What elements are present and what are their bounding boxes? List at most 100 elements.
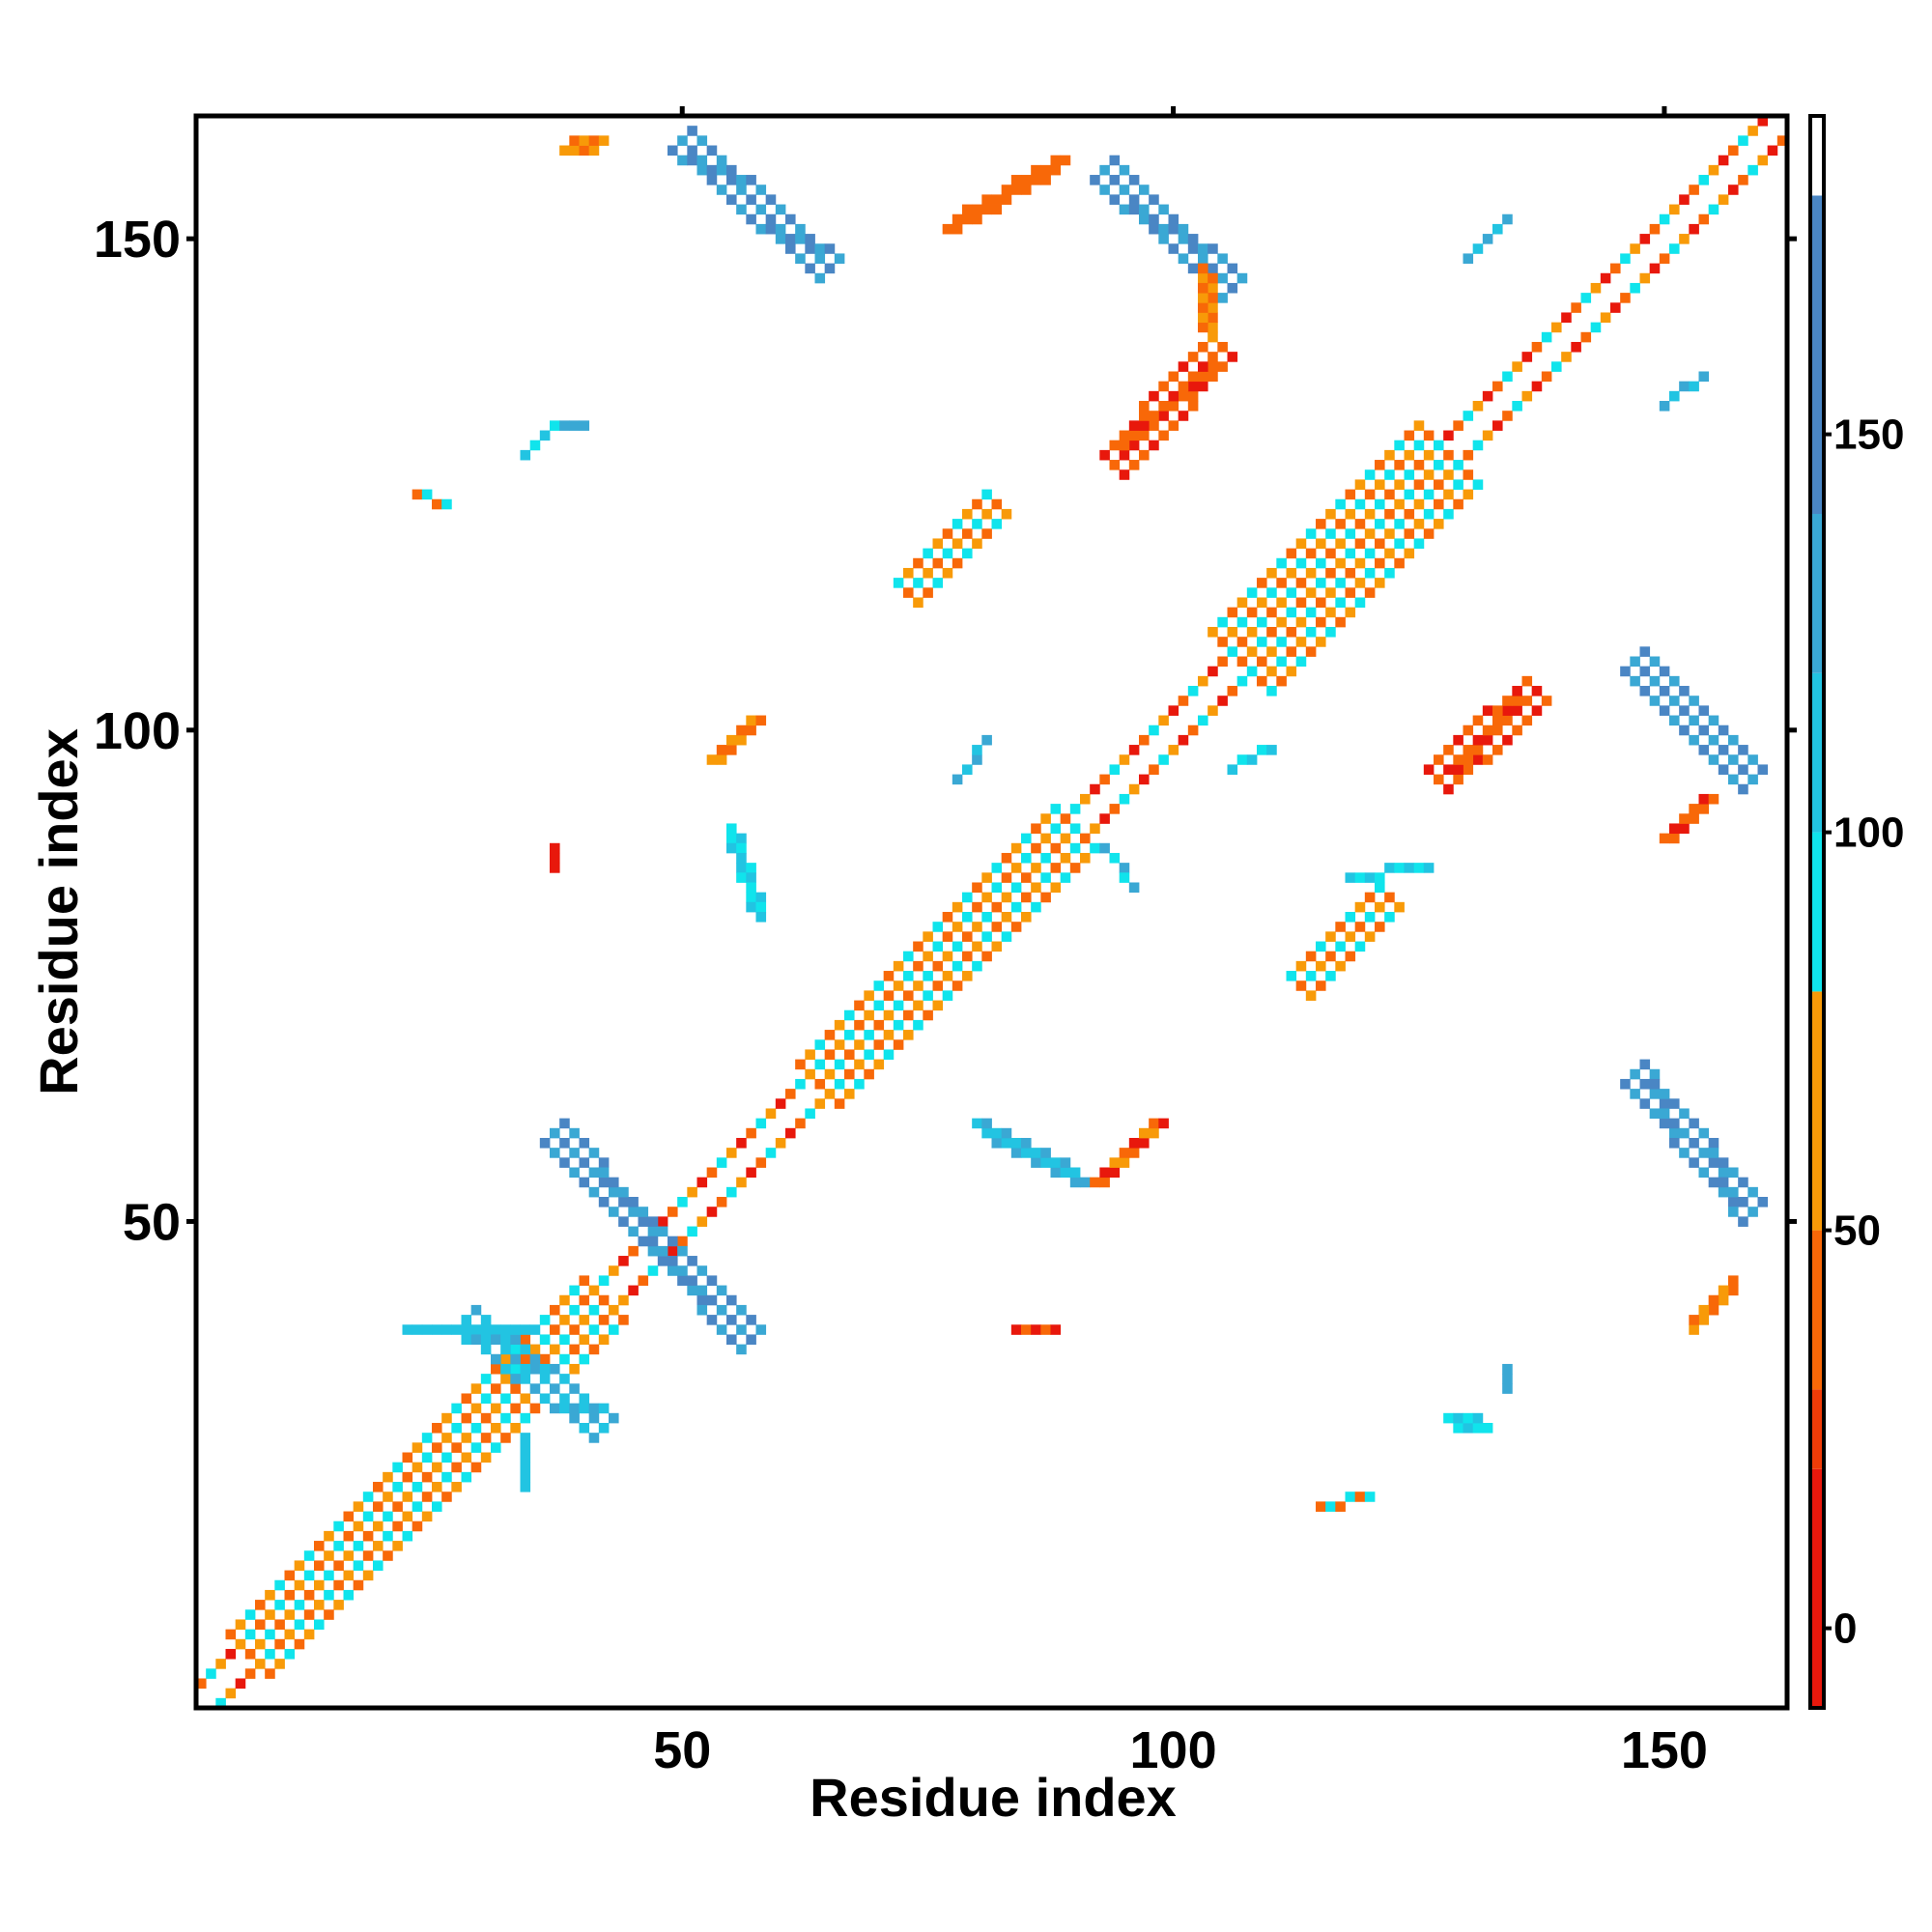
heatmap-cell (1040, 1157, 1051, 1168)
heatmap-cell (1443, 745, 1454, 755)
heatmap-cell (1423, 489, 1435, 500)
heatmap-cell (1434, 460, 1444, 470)
heatmap-cell (225, 1648, 237, 1660)
heatmap-cell (206, 1668, 216, 1679)
heatmap-cell (1659, 833, 1670, 844)
heatmap-cell (1453, 420, 1463, 431)
heatmap-cell (1580, 331, 1592, 343)
heatmap-cell (303, 1570, 315, 1581)
heatmap-cell (353, 1501, 364, 1512)
heatmap-cell (1345, 1492, 1356, 1502)
heatmap-cell (1178, 390, 1189, 402)
heatmap-cell (1345, 587, 1356, 598)
heatmap-cell (1295, 578, 1307, 588)
heatmap-cell (932, 578, 944, 588)
heatmap-cell (1757, 764, 1769, 775)
heatmap-cell (1208, 272, 1218, 284)
heatmap-cell (324, 1609, 334, 1620)
heatmap-cell (981, 931, 992, 942)
heatmap-cell (1364, 469, 1376, 480)
heatmap-cell (1187, 352, 1199, 362)
heatmap-cell (1354, 1492, 1366, 1502)
heatmap-cell (814, 272, 826, 284)
heatmap-cell (609, 1186, 619, 1198)
heatmap-cell (1364, 508, 1376, 520)
heatmap-cell (480, 1324, 492, 1335)
heatmap-cell (1316, 519, 1326, 529)
heatmap-cell (1069, 1167, 1081, 1179)
heatmap-cell (1119, 440, 1130, 451)
heatmap-cell (1286, 666, 1297, 677)
heatmap-cell (1718, 1294, 1729, 1306)
heatmap-cell (588, 145, 600, 156)
heatmap-cell (1316, 637, 1326, 647)
heatmap-cell (1246, 607, 1258, 618)
heatmap-cell (579, 1157, 590, 1168)
heatmap-cell (559, 1315, 570, 1325)
heatmap-cell (244, 1668, 256, 1679)
heatmap-cell (1482, 390, 1493, 402)
heatmap-cell (1541, 696, 1552, 706)
heatmap-cell (500, 1334, 511, 1345)
heatmap-cell (470, 1383, 482, 1394)
heatmap-cell (1413, 440, 1425, 451)
heatmap-cell (569, 1167, 580, 1179)
heatmap-cell (1472, 745, 1484, 755)
heatmap-cell (1246, 646, 1258, 657)
heatmap-cell (1639, 646, 1651, 657)
heatmap-cell (1295, 616, 1307, 628)
heatmap-cell (726, 175, 737, 185)
heatmap-cell (1698, 724, 1710, 736)
heatmap-cell (1168, 401, 1179, 412)
heatmap-cells (196, 116, 1788, 1709)
heatmap-cell (696, 1216, 708, 1227)
heatmap-cell (284, 1648, 296, 1660)
heatmap-cell (1413, 479, 1425, 490)
heatmap-cell (1757, 116, 1769, 127)
heatmap-cell (588, 1324, 600, 1335)
heatmap-cell (1354, 519, 1366, 529)
heatmap-cell (1316, 597, 1326, 609)
heatmap-cell (864, 1030, 874, 1040)
heatmap-cell (1187, 371, 1199, 383)
heatmap-cell (1031, 1324, 1041, 1335)
heatmap-cell (1139, 774, 1150, 785)
heatmap-cell (1295, 597, 1307, 609)
heatmap-cell (1738, 745, 1748, 755)
heatmap-cell (942, 528, 953, 539)
heatmap-cell (1168, 390, 1179, 402)
heatmap-cell (1708, 204, 1719, 215)
heatmap-cell (1423, 528, 1435, 539)
heatmap-cell (1060, 872, 1071, 883)
colorbar: 0 50 100 150 (1808, 114, 1904, 1710)
heatmap-cell (706, 1167, 718, 1179)
heatmap-cell (1286, 567, 1297, 579)
heatmap-cell (746, 175, 756, 185)
heatmap-cell (1217, 293, 1228, 303)
heatmap-cell (628, 1285, 639, 1296)
heatmap-cell (668, 145, 678, 156)
heatmap-cell (1050, 882, 1062, 894)
heatmap-cell (1325, 528, 1336, 539)
heatmap-cell (1434, 754, 1444, 765)
heatmap-cell (1404, 449, 1415, 461)
heatmap-cell (1610, 302, 1621, 313)
heatmap-cell (716, 1304, 727, 1316)
heatmap-cell (706, 754, 718, 765)
heatmap-cell (1679, 194, 1690, 205)
heatmap-cell (461, 1452, 472, 1463)
heatmap-cell (1375, 557, 1385, 569)
heatmap-cell (500, 1412, 511, 1424)
heatmap-cell (353, 1579, 364, 1591)
heatmap-cell (834, 1078, 845, 1090)
heatmap-cell (1031, 842, 1041, 854)
heatmap-cell (1128, 745, 1140, 755)
heatmap-cell (1325, 931, 1336, 942)
heatmap-cell (412, 1462, 423, 1473)
heatmap-cell (1001, 508, 1012, 520)
heatmap-cell (480, 1374, 492, 1384)
heatmap-cell (1227, 263, 1238, 274)
colorbar-band (1810, 832, 1824, 992)
heatmap-cell (864, 990, 874, 1001)
heatmap-cell (1021, 1148, 1032, 1158)
